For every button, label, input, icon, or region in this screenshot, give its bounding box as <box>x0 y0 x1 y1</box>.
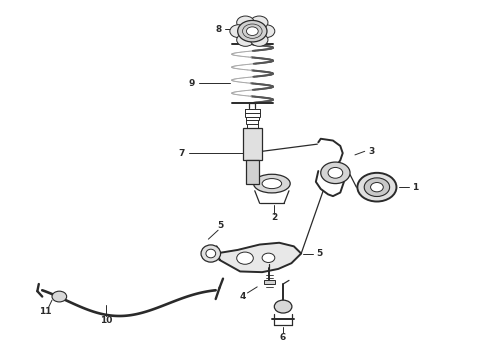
Text: 4: 4 <box>240 292 246 301</box>
Text: 6: 6 <box>280 333 286 342</box>
Circle shape <box>52 291 67 302</box>
Text: 9: 9 <box>188 79 195 88</box>
Circle shape <box>274 300 292 313</box>
Circle shape <box>370 183 383 192</box>
Ellipse shape <box>201 245 220 262</box>
Circle shape <box>357 173 396 202</box>
Text: 1: 1 <box>412 183 418 192</box>
Ellipse shape <box>253 174 290 193</box>
FancyBboxPatch shape <box>243 128 262 160</box>
Circle shape <box>237 33 254 46</box>
Circle shape <box>250 16 268 29</box>
Circle shape <box>321 162 350 184</box>
Text: 2: 2 <box>271 213 277 222</box>
Circle shape <box>262 253 275 262</box>
Bar <box>264 280 275 284</box>
Circle shape <box>237 16 254 29</box>
Circle shape <box>237 252 253 264</box>
Text: 10: 10 <box>99 316 112 325</box>
Circle shape <box>364 178 390 197</box>
Circle shape <box>230 25 247 38</box>
Circle shape <box>238 21 267 42</box>
Text: 7: 7 <box>178 149 185 158</box>
Circle shape <box>328 167 343 178</box>
Circle shape <box>250 33 268 46</box>
Bar <box>246 160 259 184</box>
Ellipse shape <box>262 179 282 189</box>
Ellipse shape <box>206 249 216 258</box>
Text: 11: 11 <box>39 307 52 316</box>
Text: 8: 8 <box>216 25 222 34</box>
Text: 3: 3 <box>368 147 374 156</box>
Circle shape <box>246 27 258 36</box>
Text: 5: 5 <box>218 221 224 230</box>
Polygon shape <box>216 243 301 272</box>
Circle shape <box>257 25 275 38</box>
Text: 5: 5 <box>317 249 323 258</box>
